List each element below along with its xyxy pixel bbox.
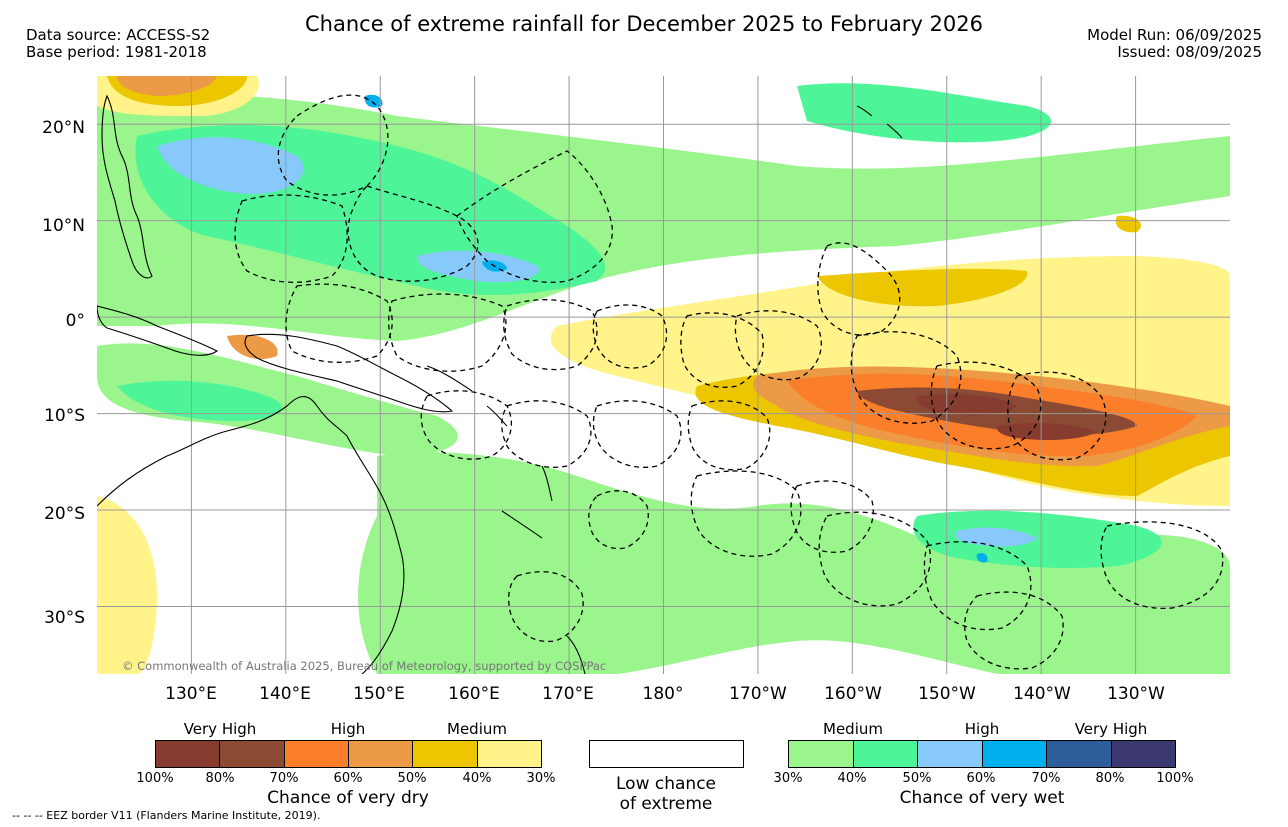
wet-tick: 50% [902,771,932,786]
lon-label: 140°W [1013,684,1071,704]
dry-tick: 30% [526,771,556,786]
data-source: Data source: ACCESS-S2 [26,26,211,44]
chart-title: Chance of extreme rainfall for December … [305,12,983,36]
dry-40-area [817,268,1028,307]
wet-30-area [97,343,458,456]
lat-label: 20°N [42,118,85,138]
dry-30-area [97,496,157,674]
lat-label: 30°S [44,608,85,628]
wet-caption: Chance of very wet [899,788,1065,808]
issued-date: Issued: 08/09/2025 [1117,43,1262,61]
dry-tick: 70% [269,771,299,786]
dry-caption: Chance of very dry [267,788,429,808]
wet-60-area [364,94,383,108]
wet-30-area [358,452,1230,674]
wet-tick: 100% [1156,771,1194,786]
legend-level-label: Medium [447,720,507,738]
eez-note: -- -- -- EEZ border V11 (Flanders Marine… [12,809,321,822]
new-zealand-coast [566,635,586,674]
wet-swatch [789,741,854,767]
base-period: Base period: 1981-2018 [26,43,207,61]
lon-label: 170°W [729,684,787,704]
dry-tick: 40% [462,771,492,786]
wet-tick: 40% [837,771,867,786]
wet-50-area [157,137,304,195]
dry-tick: 60% [333,771,363,786]
wet-swatch [1047,741,1112,767]
graticule [97,76,1230,674]
wet-50-area [955,527,1037,547]
wet-tick: 80% [1095,771,1125,786]
lat-label: 20°S [44,504,85,524]
lon-label: 170°E [542,684,594,704]
wet-40-area [117,380,282,421]
low-chance-caption: Low chance of extreme [566,774,766,814]
lat-label: 10°N [42,216,85,236]
dry-swatch [284,741,349,767]
dry-80-area [916,394,1017,416]
lon-label: 160°E [448,684,500,704]
dry-tick: 100% [136,771,174,786]
solomon-islands [426,365,508,427]
dry-tick: 50% [397,771,427,786]
wet-swatch [853,741,918,767]
wet-swatch [982,741,1047,767]
dry-swatch [477,741,541,767]
legend-level-label: High [330,720,366,738]
low-chance-line1: Low chance [616,774,716,794]
lon-label: 180° [642,684,684,704]
legend-level-label: Very High [1074,720,1148,738]
dry-80-area [996,423,1097,440]
wet-colorbar [788,740,1176,768]
lon-label: 150°W [918,684,976,704]
wet-tick: 30% [773,771,803,786]
coastlines [97,94,903,674]
source-info: Data source: ACCESS-S2 Base period: 1981… [26,27,210,61]
dry-tick: 80% [205,771,235,786]
dry-swatch [220,741,285,767]
dry-50-area [227,334,278,360]
philippines-coast [101,94,153,279]
dry-swatch [413,741,478,767]
lon-label: 160°W [824,684,882,704]
rainfall-map [97,76,1230,674]
legend-level-label: High [964,720,1000,738]
low-chance-line2: of extreme [619,794,713,814]
australia-coast [97,396,405,674]
dry-50-area [117,76,217,96]
run-info: Model Run: 06/09/2025 Issued: 08/09/2025 [1087,27,1262,61]
dry-colorbar [155,740,542,768]
hawaii-islands [856,105,903,139]
low-chance-swatch [589,740,744,768]
dry-40-area [1115,215,1141,233]
dry-swatch [348,741,414,767]
legend-level-label: Medium [823,720,883,738]
wet-swatch [1111,741,1175,767]
eez-borders [234,94,1224,670]
model-run: Model Run: 06/09/2025 [1087,26,1262,44]
wet-40-area [913,510,1162,568]
wet-tick: 60% [966,771,996,786]
lon-label: 130°W [1107,684,1165,704]
new-caledonia [501,510,543,539]
copyright-notice: © Commonwealth of Australia 2025, Bureau… [122,659,607,673]
lat-label: 10°S [44,406,85,426]
lon-label: 130°E [165,684,217,704]
legend-level-label: Very High [183,720,257,738]
wet-50-area [417,250,539,283]
map-panel [97,76,1230,674]
new-guinea-coast [244,333,454,413]
wet-tick: 70% [1031,771,1061,786]
dry-swatch [156,741,221,767]
indonesia-coast [97,305,219,356]
wet-60-area [976,553,988,563]
lon-label: 140°E [259,684,311,704]
wet-swatch [918,741,983,767]
lat-label: 0° [65,311,85,331]
wet-40-area [797,83,1051,143]
vanuatu-islands [541,465,553,502]
lon-label: 150°E [353,684,405,704]
